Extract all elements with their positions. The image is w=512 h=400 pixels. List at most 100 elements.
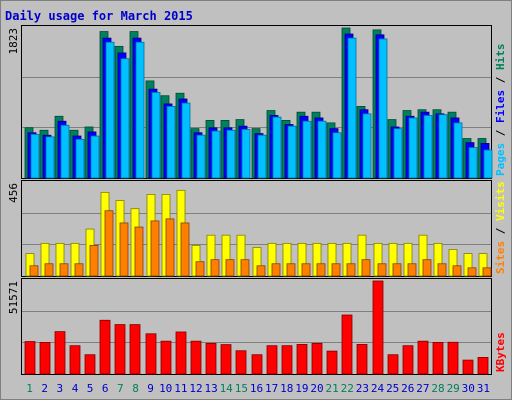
bar-pages-day-13 [211,130,221,179]
day-label-18: 18 [280,382,293,395]
bar-sites-day-19 [301,263,311,277]
bar-pages-day-24 [378,38,388,179]
day-label-3: 3 [56,382,63,395]
bar-kbytes-day-10 [160,340,172,375]
day-label-31: 31 [477,382,490,395]
bar-pages-day-4 [75,138,85,179]
bar-kbytes-day-27 [417,340,429,375]
day-label-20: 20 [310,382,323,395]
bar-kbytes-day-29 [447,341,459,375]
y-max-label: 51571 [7,281,20,314]
bar-kbytes-day-17 [266,345,278,375]
bar-pages-day-17 [272,116,282,179]
day-label-8: 8 [132,382,139,395]
bar-kbytes-day-5 [84,354,96,375]
bar-pages-day-6 [105,41,115,179]
legend-entry-kbytes: KBytes [494,332,507,372]
bar-kbytes-day-30 [462,359,474,375]
bar-kbytes-day-9 [145,333,157,375]
bar-kbytes-day-7 [114,324,126,375]
bar-kbytes-day-22 [341,314,353,375]
day-label-1: 1 [26,382,33,395]
bar-pages-day-28 [438,114,448,179]
bar-kbytes-day-20 [311,342,323,375]
bar-sites-day-16 [256,265,266,277]
bar-kbytes-day-19 [296,344,308,375]
bar-sites-day-29 [452,265,462,277]
legend-entry-hits: Hits [494,44,507,71]
bar-pages-day-1 [30,133,40,179]
legend-entry-sites: Sites [494,241,507,274]
bar-pages-day-5 [90,135,100,179]
bar-sites-day-10 [165,218,175,277]
panel-visits-sites: 456 Sites / Visits [7,180,507,277]
bar-kbytes-day-2 [39,342,51,375]
bar-pages-day-29 [453,122,463,179]
chart-panels: 1823 Pages / Files / Hits 456 Sites / Visit… [7,25,507,375]
bar-pages-day-7 [120,58,130,179]
bar-sites-day-18 [286,263,296,277]
bar-sites-day-20 [316,263,326,277]
day-label-16: 16 [250,382,263,395]
day-label-27: 27 [416,382,429,395]
legend-separator: / [494,123,507,143]
bar-sites-day-13 [210,259,220,277]
bar-kbytes-day-13 [205,342,217,375]
panel-legend: Sites / Visits [494,181,507,274]
bar-sites-day-27 [422,259,432,277]
bar-pages-day-20 [317,120,327,179]
bar-pages-day-25 [393,128,403,179]
bar-pages-day-2 [45,136,55,179]
bar-sites-day-14 [225,259,235,277]
day-label-30: 30 [462,382,475,395]
day-label-15: 15 [235,382,248,395]
bar-sites-day-28 [437,263,447,277]
day-label-17: 17 [265,382,278,395]
bar-kbytes-day-16 [251,354,263,375]
bar-kbytes-day-25 [387,354,399,375]
bar-sites-day-15 [240,259,250,277]
bar-sites-day-5 [89,245,99,277]
bar-kbytes-day-28 [432,342,444,375]
bar-pages-day-16 [257,134,267,179]
bar-kbytes-day-23 [356,344,368,375]
bar-pages-day-30 [468,147,478,179]
bar-kbytes-day-31 [477,357,489,375]
bar-sites-day-22 [346,263,356,277]
panel-kbytes: 51571 KBytes [7,278,507,375]
bar-pages-day-31 [483,149,493,179]
bar-sites-day-31 [482,267,492,277]
bar-sites-day-11 [180,222,190,277]
bar-kbytes-day-1 [24,341,36,375]
bar-pages-day-3 [60,124,70,179]
bar-kbytes-day-26 [402,345,414,375]
legend-separator: / [494,221,507,241]
day-label-23: 23 [356,382,369,395]
y-max-label: 456 [7,183,20,203]
bar-sites-day-3 [59,263,69,277]
bar-kbytes-day-15 [235,350,247,375]
day-label-7: 7 [117,382,124,395]
bar-pages-day-21 [332,132,342,179]
bar-kbytes-day-21 [326,350,338,375]
bar-sites-day-2 [44,263,54,277]
bar-sites-day-7 [119,222,129,277]
day-label-22: 22 [341,382,354,395]
bar-kbytes-day-24 [372,280,384,375]
bar-pages-day-9 [151,92,161,179]
legend-entry-files: Files [494,90,507,123]
day-label-21: 21 [325,382,338,395]
bar-sites-day-4 [74,263,84,277]
day-label-11: 11 [174,382,187,395]
bar-kbytes-day-3 [54,331,66,375]
day-label-9: 9 [147,382,154,395]
x-axis-day-labels: 1 2 3 4 5 6 7 8 9 10 11 12 13 14 15 16 17 18 19 20 21 22 23 24 2… [26,382,490,395]
bar-sites-day-24 [377,263,387,277]
bar-sites-day-1 [29,265,39,277]
legend-entry-pages: Pages [494,143,507,176]
y-max-label: 1823 [7,28,20,55]
bar-sites-day-17 [271,263,281,277]
bar-kbytes-day-6 [99,319,111,375]
day-label-5: 5 [87,382,94,395]
